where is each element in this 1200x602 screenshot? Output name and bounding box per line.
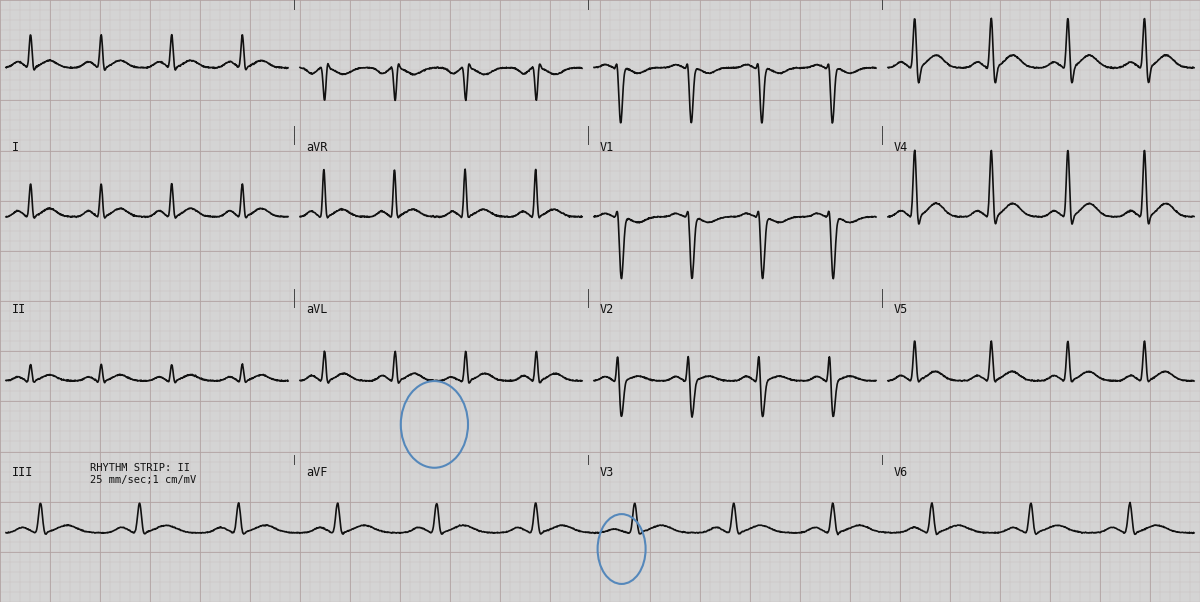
Text: V2: V2	[600, 303, 614, 316]
Text: RHYTHM STRIP: II: RHYTHM STRIP: II	[90, 462, 190, 473]
Text: V6: V6	[894, 465, 908, 479]
Text: II: II	[12, 303, 26, 316]
Text: aVF: aVF	[306, 465, 328, 479]
Text: III: III	[12, 465, 34, 479]
Text: aVL: aVL	[306, 303, 328, 316]
Text: I: I	[12, 140, 19, 154]
Text: aVR: aVR	[306, 140, 328, 154]
Text: V1: V1	[600, 140, 614, 154]
Text: V3: V3	[600, 465, 614, 479]
Text: 25 mm/sec;1 cm/mV: 25 mm/sec;1 cm/mV	[90, 474, 197, 485]
Text: V4: V4	[894, 140, 908, 154]
Text: V5: V5	[894, 303, 908, 316]
